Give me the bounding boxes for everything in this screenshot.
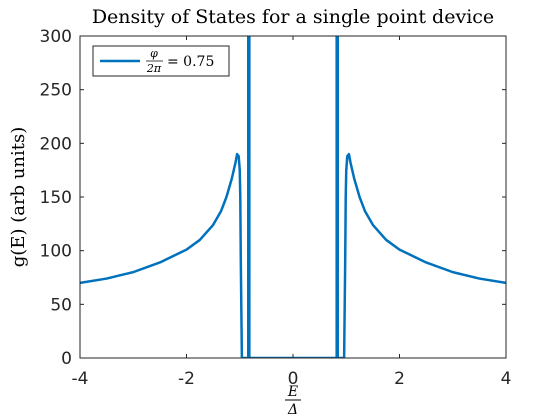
series-layer [80,36,506,358]
y-tick-label: 50 [50,295,72,315]
x-tick-label: -2 [178,369,195,389]
y-tick-label: 200 [40,134,72,154]
plot-area [80,36,506,358]
legend-value: = 0.75 [167,54,214,70]
y-tick-label: 150 [40,188,72,208]
y-tick-label: 300 [40,27,72,47]
series-line-0 [80,36,506,358]
legend: φ 2π = 0.75 [92,45,230,77]
y-axis-label: g(E) (arb units) [8,127,29,267]
y-tick-label: 0 [61,349,72,369]
x-tick-label: -4 [72,369,89,389]
x-tick-label: 4 [501,369,512,389]
legend-numerator: φ [150,47,158,60]
x-axis-label-denominator: Δ [287,402,298,418]
y-tick-label: 100 [40,242,72,262]
y-axis: 0 50 100 150 200 250 300 [40,27,506,369]
x-axis: -4 -2 0 2 4 [72,36,512,389]
x-axis-label: E Δ [285,384,301,418]
x-axis-label-numerator: E [287,384,298,400]
x-tick-label: 2 [394,369,405,389]
y-tick-label: 250 [40,81,72,101]
x-tick-label: 0 [288,369,299,389]
legend-denominator: 2π [146,62,162,75]
chart-title: Density of States for a single point dev… [92,6,494,28]
